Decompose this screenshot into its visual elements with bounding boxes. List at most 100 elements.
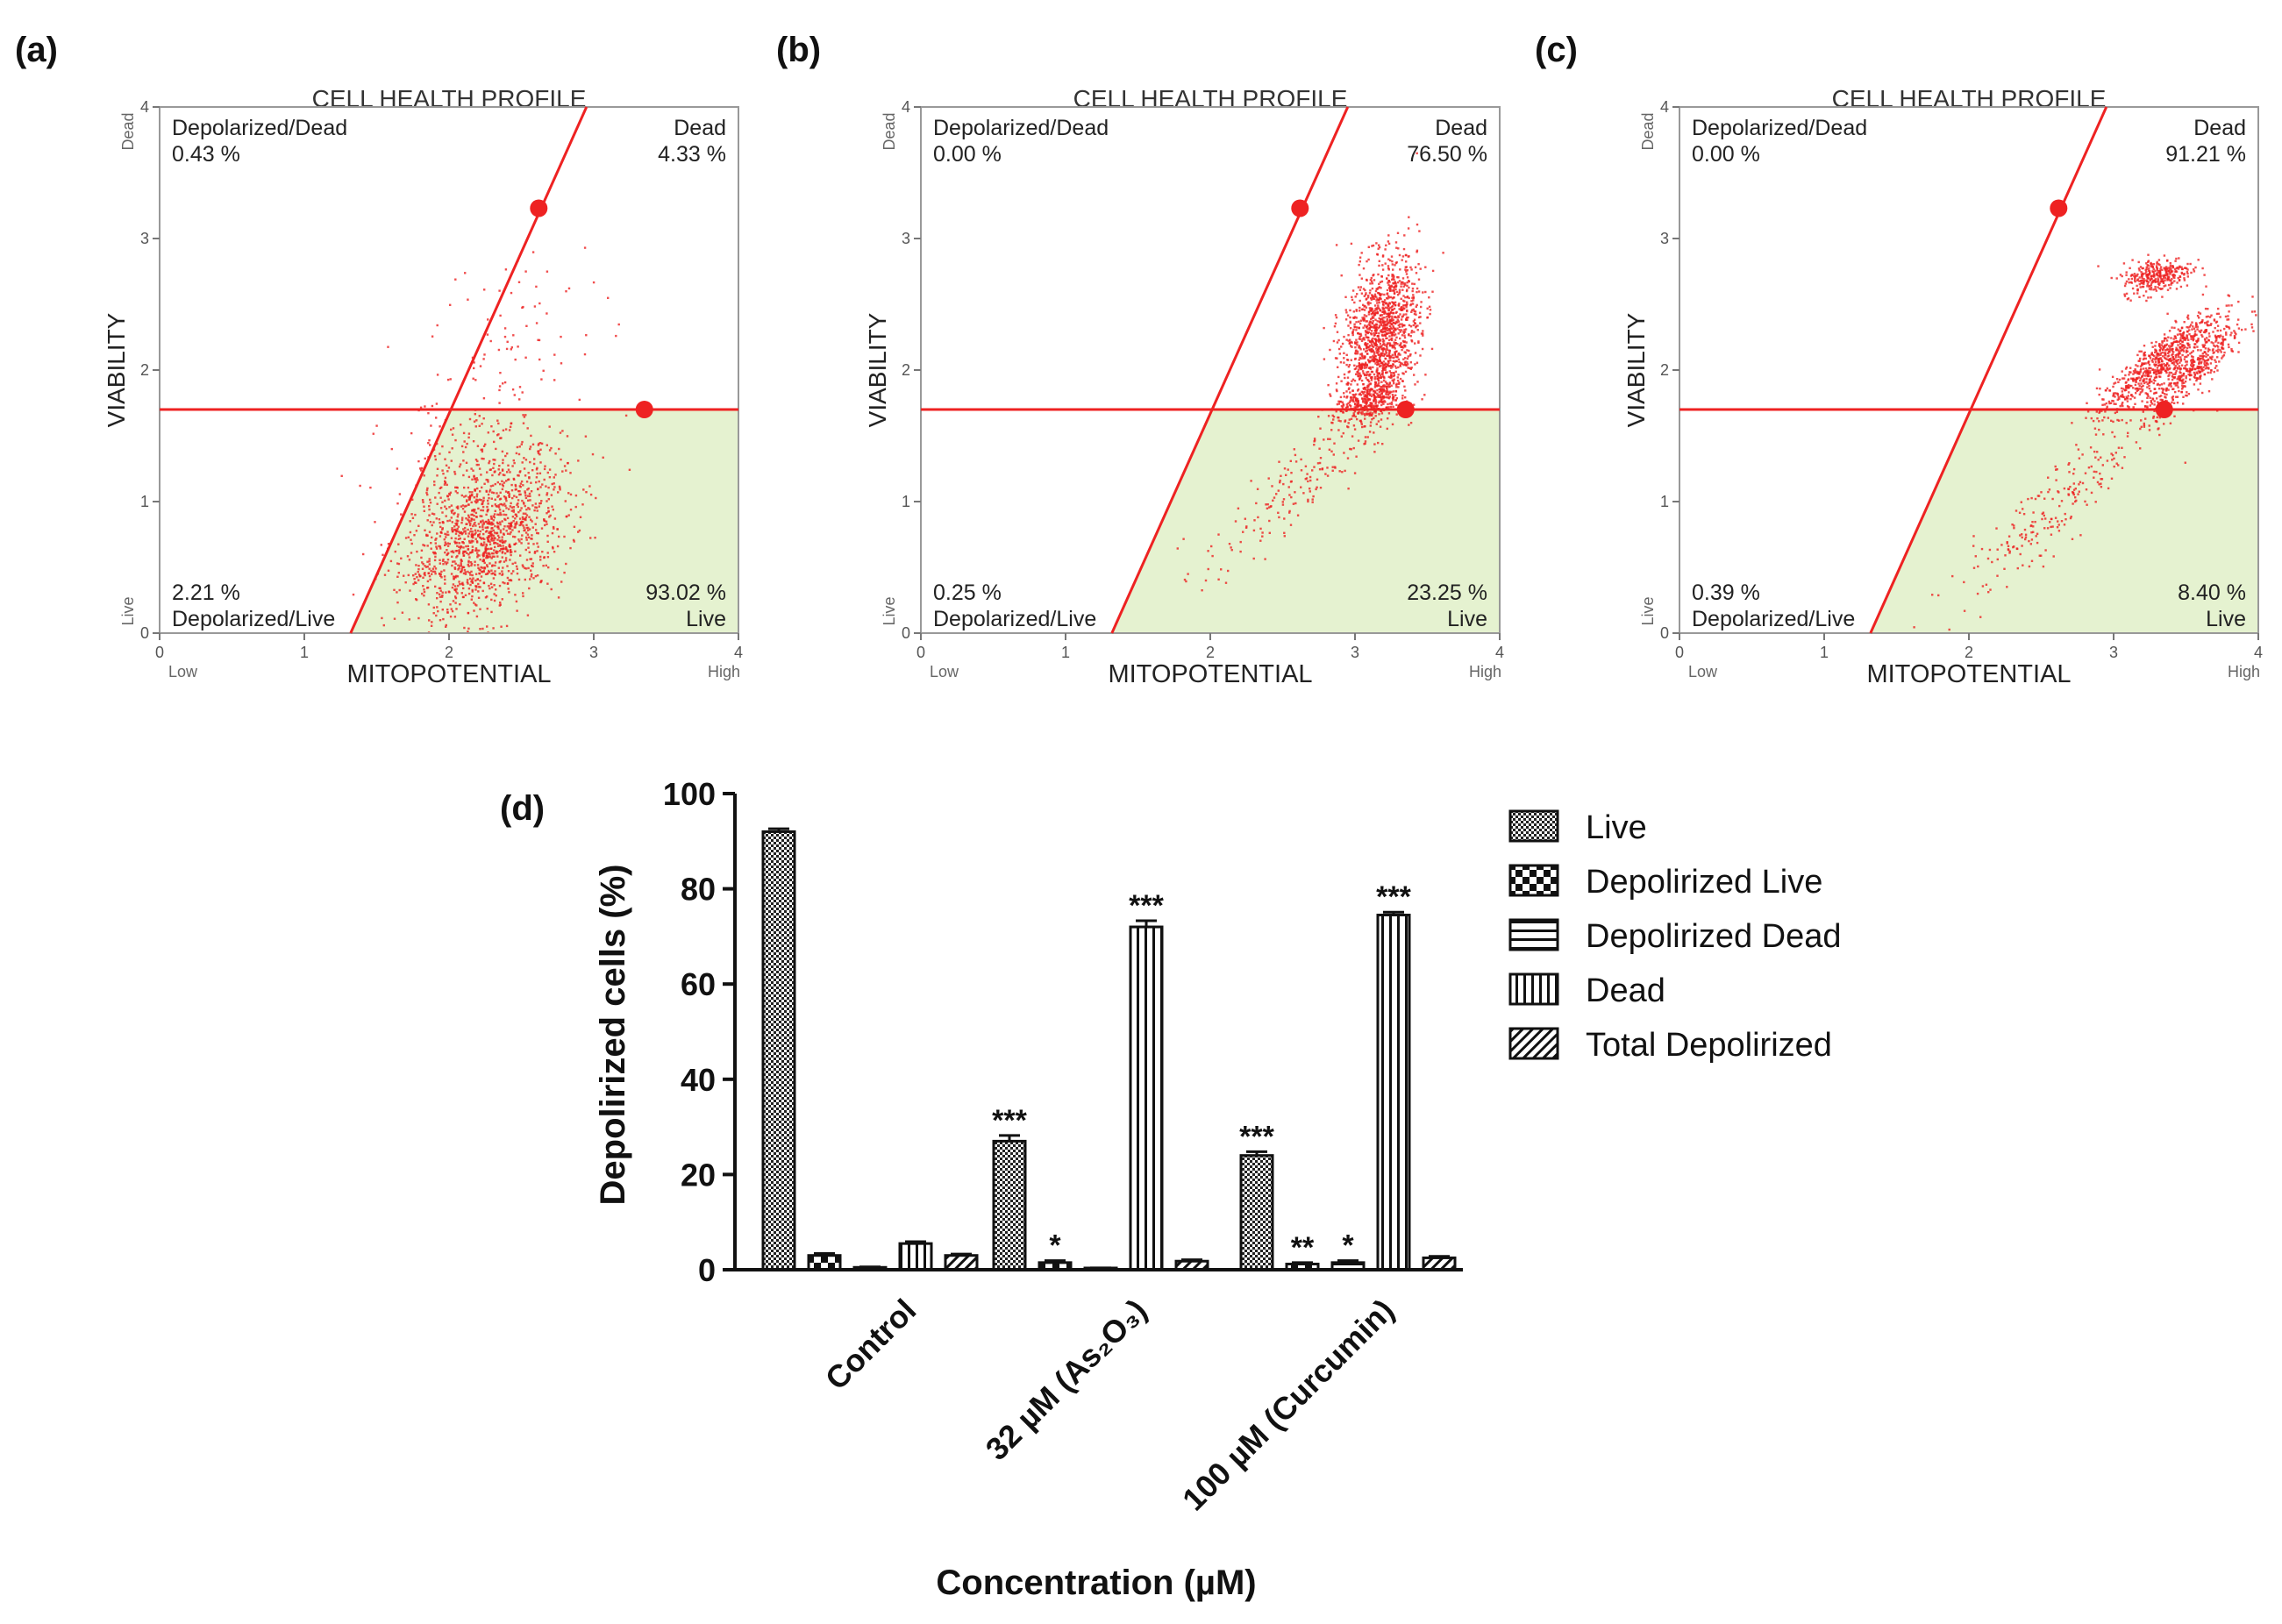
scatter-point [2111,459,2114,461]
scatter-point [2130,394,2133,396]
scatter-point [1375,328,1379,331]
scatter-point [1372,407,1375,410]
scatter-point [1406,301,1408,303]
live-region [1111,410,1500,633]
scatter-point [1376,348,1380,352]
scatter-point [439,487,442,489]
scatter-point [1409,353,1412,356]
scatter-point [1327,438,1330,440]
scatter-point [1388,356,1392,360]
scatter-point [484,443,487,445]
scatter-point [2207,390,2211,393]
scatter-point [2154,285,2157,288]
scatter-point [420,549,424,552]
scatter-point [1265,503,1267,506]
scatter-point [2134,402,2136,405]
scatter-point [493,516,496,519]
scatter-point [446,545,450,547]
scatter-point [530,518,532,521]
scatter-point [506,532,510,535]
scatter-point [2235,332,2237,336]
scatter-point [2101,419,2104,422]
scatter-point [1377,327,1380,330]
scatter-point [1419,354,1422,357]
scatter-point [533,305,537,308]
scatter-point [2155,357,2158,360]
scatter-point [2143,281,2145,283]
scatter-point [1272,499,1274,502]
scatter-point [454,522,457,525]
scatter-point [2111,375,2114,378]
scatter-point [1309,475,1312,479]
scatter-point [2187,338,2190,341]
scatter-point [1401,372,1404,374]
scatter-point [501,480,503,482]
scatter-point [460,505,463,508]
scatter-point [2167,345,2171,347]
scatter-point [467,561,470,564]
scatter-point [516,445,519,449]
scatter-point [2164,369,2167,372]
scatter-point [2147,260,2150,262]
scatter-point [1381,350,1385,353]
scatter-point [422,501,424,503]
scatter-point [1385,345,1388,348]
scatter-point [2128,391,2130,394]
scatter-point [463,568,467,572]
scatter-point [2131,287,2135,290]
x-tick-label: 0 [916,644,925,661]
scatter-point [1411,296,1414,299]
scatter-point [467,565,470,567]
scatter-point [481,566,484,569]
scatter-point [2117,446,2121,449]
scatter-point [1373,351,1376,353]
scatter-point [501,573,503,576]
scatter-point [470,570,473,573]
scatter-point [2190,364,2193,367]
scatter-point [501,598,503,601]
scatter-point [1378,244,1380,246]
scatter-point [1375,299,1378,302]
scatter-point [2200,354,2203,358]
scatter-point [446,531,449,533]
scatter-point [455,530,458,532]
scatter-point [427,442,430,445]
scatter-point [1391,274,1394,276]
scatter-point [439,574,442,577]
scatter-point [467,503,470,506]
scatter-point [2055,479,2057,481]
scatter-point [1375,339,1378,343]
scatter-point [2098,368,2101,371]
scatter-point [2167,374,2170,378]
scatter-point [453,588,457,592]
scatter-point [2178,349,2180,352]
scatter-point [1377,304,1380,307]
scatter-point [1355,329,1358,331]
scatter-point [1323,326,1325,330]
scatter-point [1334,322,1337,325]
scatter-point [1390,327,1394,331]
scatter-point [2166,355,2169,358]
scatter-point [1371,343,1373,345]
scatter-point [552,509,554,511]
scatter-point [2152,379,2156,381]
scatter-point [1355,396,1358,400]
scatter-point [433,570,437,573]
scatter-point [1378,400,1380,402]
scatter-point [488,569,490,573]
scatter-point [1370,333,1373,336]
scatter-point [1384,306,1387,309]
scatter-point [1393,292,1396,296]
scatter-point [1385,303,1387,305]
scatter-point [2143,295,2145,297]
scatter-point [2175,353,2179,356]
scatter-point [2150,262,2152,266]
scatter-point [1387,283,1390,287]
scatter-point [558,447,560,451]
scatter-point [1388,324,1392,327]
scatter-point [1386,318,1388,321]
scatter-point [1381,340,1385,343]
scatter-point [2231,350,2234,353]
scatter-point [2186,267,2188,270]
scatter-point [2205,355,2207,358]
